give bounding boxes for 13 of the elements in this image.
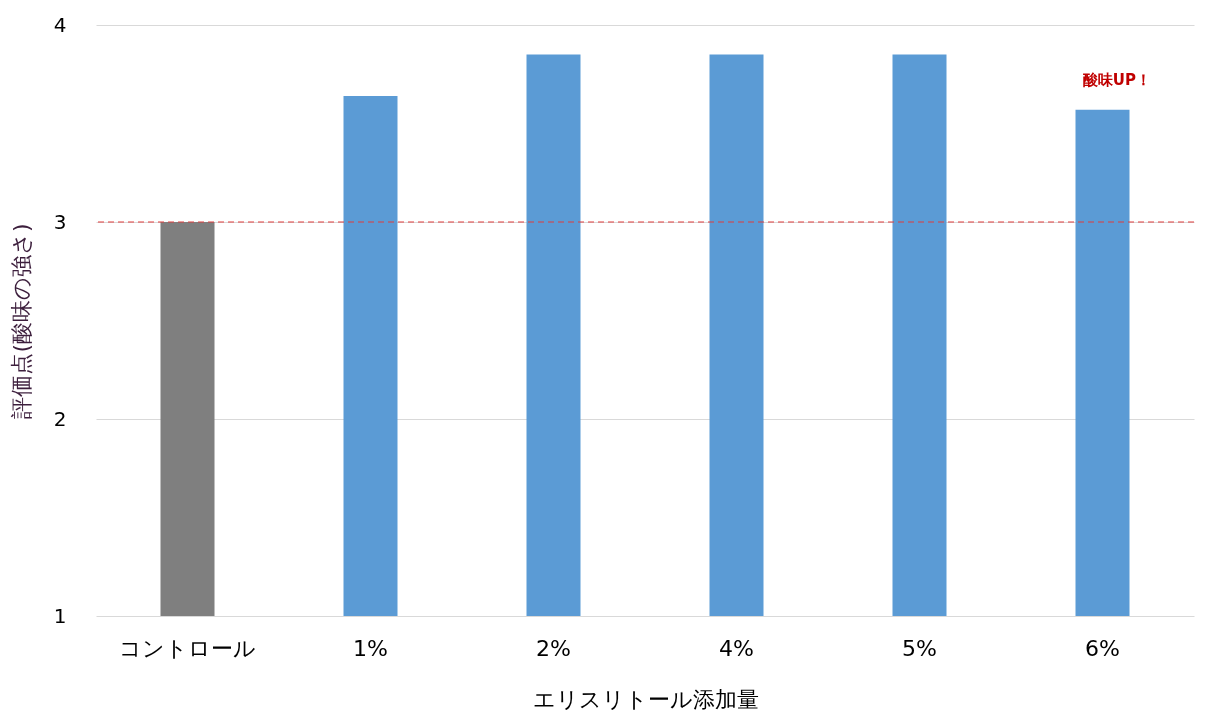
x-tick-label: 5% [902, 635, 937, 661]
y-axis-title: 評価点(酸味の強さ) [8, 223, 34, 419]
y-tick-label: 2 [53, 406, 67, 431]
x-tick-label: コントロール [119, 635, 256, 661]
y-tick-label: 4 [53, 12, 67, 37]
y-tick-label: 3 [53, 209, 67, 234]
x-tick-label: 4% [719, 635, 754, 661]
annotation: 酸味UP！ [1082, 71, 1151, 89]
x-tick-label: 6% [1085, 635, 1120, 661]
x-axis-title: エリスリトール添加量 [532, 686, 759, 712]
y-tick-label: 1 [53, 603, 67, 628]
x-tick-label: 2% [536, 635, 571, 661]
x-tick-label: 1% [353, 635, 388, 661]
